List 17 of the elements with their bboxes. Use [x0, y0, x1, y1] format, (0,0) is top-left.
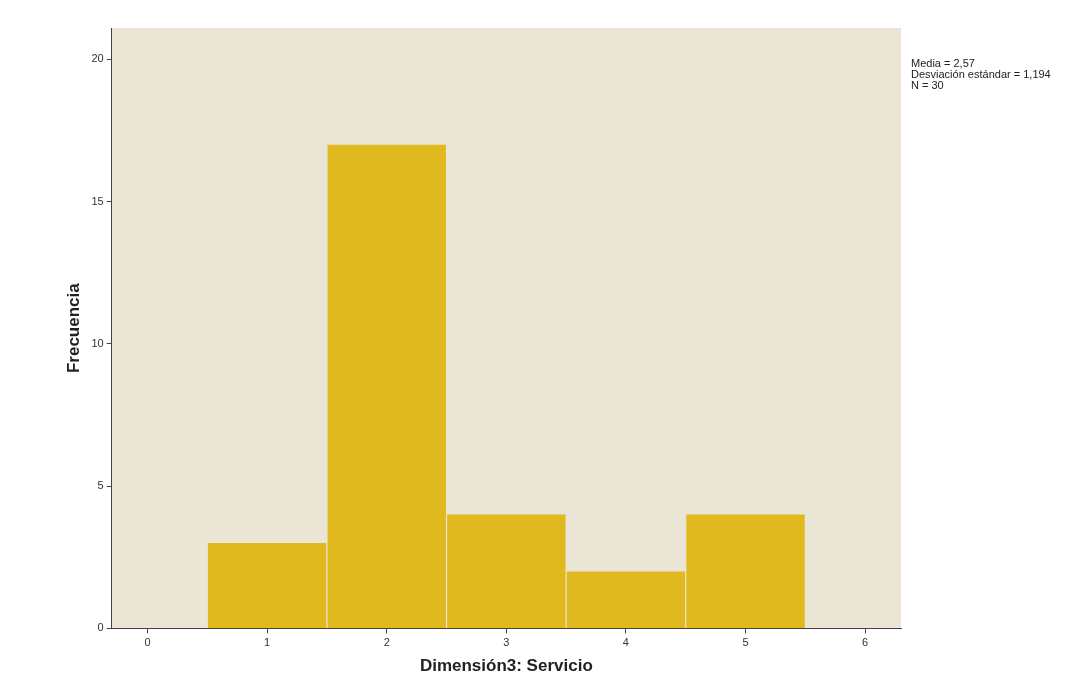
y-tick-label: 5 — [97, 479, 104, 492]
x-tick-label: 5 — [742, 636, 749, 649]
x-tick-label: 2 — [383, 636, 390, 649]
y-tick-label: 0 — [97, 621, 104, 634]
x-tick-label: 3 — [503, 636, 510, 649]
y-tick-label: 20 — [91, 52, 104, 65]
text: Desviación estándar = 1,194 — [911, 67, 1051, 80]
text: Media = 2,57 — [911, 56, 975, 69]
x-tick-label: 1 — [264, 636, 271, 649]
x-tick-label: 6 — [862, 636, 869, 649]
y-tick-label: 15 — [91, 194, 104, 207]
x-axis-title: Dimensión3: Servicio — [419, 656, 593, 676]
x-tick-label: 4 — [622, 636, 629, 649]
y-axis-title: Frecuencia — [63, 282, 83, 374]
text: N = 30 — [911, 78, 944, 91]
x-tick-label: 0 — [144, 636, 151, 649]
y-tick-label: 10 — [91, 336, 104, 349]
